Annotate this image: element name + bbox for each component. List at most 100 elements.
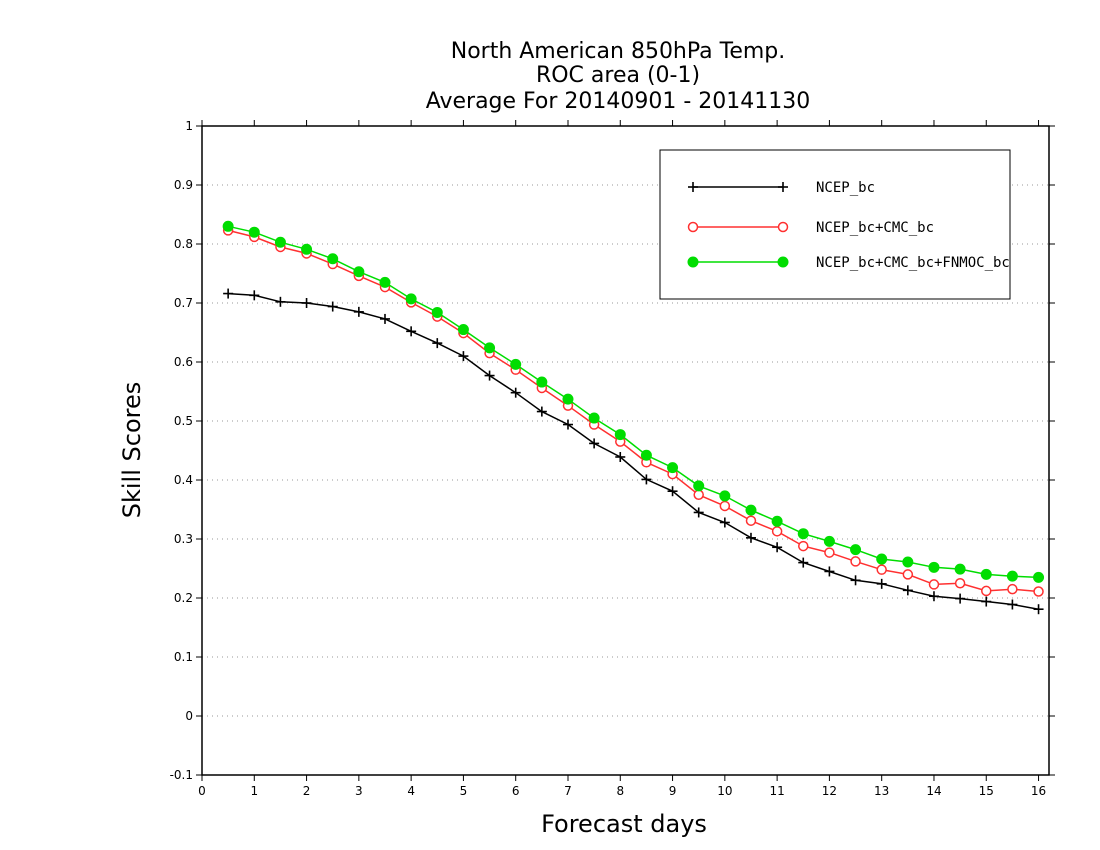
y-tick-label: -0.1 <box>170 768 193 782</box>
data-point <box>536 406 547 417</box>
data-point <box>772 542 783 553</box>
data-point <box>536 376 548 388</box>
data-point <box>719 490 731 502</box>
data-point <box>301 298 312 308</box>
data-point <box>902 556 914 568</box>
y-tick-label: 0.4 <box>174 473 193 487</box>
legend-marker <box>687 221 699 233</box>
x-axis-label: Forecast days <box>541 810 707 838</box>
data-point <box>614 429 626 441</box>
data-point <box>719 517 730 528</box>
x-tick-label: 1 <box>250 784 258 798</box>
x-tick-label: 4 <box>407 784 415 798</box>
data-point <box>850 575 861 586</box>
x-tick-label: 12 <box>822 784 837 798</box>
data-point <box>980 568 992 580</box>
data-point <box>902 585 913 596</box>
data-point <box>876 553 888 565</box>
y-tick-label: 0.7 <box>174 296 193 310</box>
data-point <box>824 566 835 577</box>
data-point <box>223 288 234 299</box>
data-point <box>222 220 234 232</box>
x-tick-label: 15 <box>979 784 994 798</box>
data-point <box>562 419 573 430</box>
data-point <box>458 351 469 362</box>
data-point <box>327 253 339 265</box>
data-point <box>954 578 966 589</box>
x-tick-label: 7 <box>564 784 572 798</box>
series-1 <box>223 288 1044 615</box>
data-point <box>432 338 443 349</box>
data-point <box>640 449 652 461</box>
data-point <box>484 342 496 354</box>
data-point <box>797 528 809 540</box>
data-point <box>693 480 705 492</box>
data-point <box>301 243 313 255</box>
data-point <box>981 596 992 607</box>
data-point <box>902 569 914 580</box>
y-tick-label: 0.1 <box>174 650 193 664</box>
data-point <box>484 370 495 381</box>
x-tick-label: 10 <box>717 784 732 798</box>
y-tick-label: 0 <box>185 709 193 723</box>
data-point <box>588 412 600 424</box>
y-tick-label: 0.8 <box>174 237 193 251</box>
data-point <box>693 507 704 518</box>
data-point <box>876 578 887 589</box>
data-point <box>1033 586 1044 597</box>
data-point <box>928 591 939 602</box>
data-point <box>379 313 390 324</box>
data-point <box>641 474 652 485</box>
data-point <box>955 593 966 604</box>
legend-entry: NCEP_bc <box>688 180 875 196</box>
x-tick-label: 3 <box>355 784 363 798</box>
data-point <box>274 236 286 248</box>
data-point <box>928 561 940 573</box>
plot-frame <box>201 125 1050 776</box>
legend-marker <box>778 182 788 192</box>
legend-marker <box>687 256 699 268</box>
series-3 <box>222 220 1045 583</box>
data-point <box>719 500 731 512</box>
data-point <box>876 564 887 575</box>
series-layer <box>222 220 1045 615</box>
data-point <box>693 489 704 500</box>
data-point <box>510 358 522 370</box>
y-tick-label: 0.2 <box>174 591 193 605</box>
data-point <box>379 276 391 288</box>
x-tick-label: 11 <box>769 784 784 798</box>
data-point <box>249 290 260 301</box>
chart-title-line-1: North American 850hPa Temp. <box>451 39 786 64</box>
data-point <box>745 532 756 543</box>
data-point <box>406 326 417 337</box>
y-axis-label: Skill Scores <box>118 382 146 519</box>
data-point <box>771 515 783 527</box>
data-point <box>745 504 757 516</box>
data-point <box>798 557 809 568</box>
chart-title-line-2: ROC area (0-1) <box>536 63 700 88</box>
x-tick-label: 16 <box>1031 784 1046 798</box>
data-point <box>928 579 940 590</box>
x-tick-label: 0 <box>198 784 206 798</box>
data-point <box>667 486 678 497</box>
data-point <box>954 563 966 575</box>
legend-marker <box>777 221 789 233</box>
data-point <box>667 462 679 474</box>
y-tick-label: 0.9 <box>174 178 193 192</box>
legend-label: NCEP_bc+CMC_bc <box>816 220 934 236</box>
legend-box <box>659 149 1011 300</box>
x-tick-label: 14 <box>926 784 941 798</box>
y-tick-label: 0.5 <box>174 414 193 428</box>
legend-entry: NCEP_bc+CMC_bc+FNMOC_bc <box>687 255 1010 271</box>
data-point <box>405 293 417 305</box>
data-point <box>431 306 443 318</box>
y-tick-label: 1 <box>185 119 193 133</box>
x-tick-label: 2 <box>303 784 311 798</box>
x-tick-label: 9 <box>669 784 677 798</box>
data-point <box>353 266 365 278</box>
data-point <box>353 306 364 317</box>
legend-label: NCEP_bc <box>816 180 875 196</box>
data-point <box>589 438 600 449</box>
data-point <box>562 393 574 405</box>
data-point <box>824 547 835 558</box>
